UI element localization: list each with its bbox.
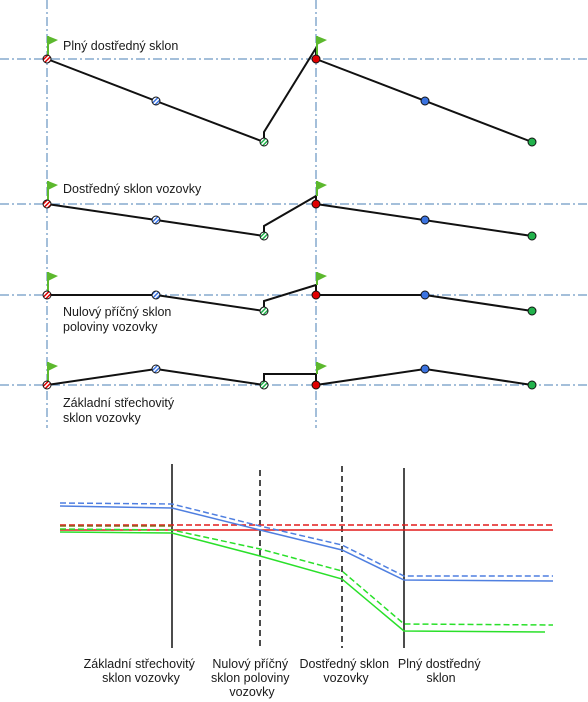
flag-icon (316, 181, 327, 196)
hatched-point-icon (42, 290, 52, 300)
solid-point-icon (527, 380, 537, 390)
flag-icon (316, 272, 327, 285)
solid-point-icon (420, 215, 430, 225)
solid-point-icon (420, 290, 430, 300)
solid-point-icon (420, 364, 430, 374)
solid-point-icon (311, 199, 321, 209)
hatched-point-icon (42, 54, 52, 64)
left-half-profile (46, 367, 317, 387)
flag-icon (316, 362, 327, 374)
green-profile-solid (59, 531, 546, 633)
solid-point-icon (527, 137, 537, 147)
solid-point-icon (527, 231, 537, 241)
stage-label: Základní střechovitý sklon vozovky (84, 657, 199, 685)
hatched-point-icon (42, 199, 52, 209)
hatched-point-icon (42, 380, 52, 390)
hatched-point-icon (151, 364, 161, 374)
hatched-point-icon (151, 96, 161, 106)
section-superelevation: Dostředný sklon vozovky (0, 181, 588, 241)
stage-label: Plný dostředný sklon (398, 657, 484, 685)
section-full-superelevation: Plný dostředný sklon (0, 36, 588, 147)
solid-point-icon (420, 96, 430, 106)
section-label: Základní střechovitý sklon vozovky (63, 396, 178, 425)
left-half-profile (47, 283, 317, 313)
solid-point-icon (311, 54, 321, 64)
hatched-point-icon (259, 380, 269, 390)
section-normal-crown: Základní střechovitý sklon vozovky (0, 362, 588, 425)
blue-profile-dashed (59, 502, 553, 577)
solid-point-icon (311, 290, 321, 300)
hatched-point-icon (259, 137, 269, 147)
section-label: Plný dostředný sklon (63, 39, 178, 53)
hatched-point-icon (259, 231, 269, 241)
hatched-point-icon (151, 215, 161, 225)
section-label: Nulový příčný sklon poloviny vozovky (63, 305, 175, 334)
hatched-point-icon (259, 306, 269, 316)
blue-profile-solid (59, 505, 554, 582)
stage-label: Nulový příčný sklon poloviny vozovky (211, 657, 293, 699)
cross-sections: Plný dostředný sklon Dostředný sklon voz… (0, 0, 588, 428)
solid-point-icon (311, 380, 321, 390)
section-zero-crossfall: Nulový příčný sklon poloviny vozovky (0, 272, 588, 334)
left-half-profile (46, 44, 317, 144)
edge-profile-diagram: Základní střechovitý sklon vozovky Nulov… (59, 464, 554, 699)
solid-point-icon (527, 306, 537, 316)
hatched-point-icon (151, 290, 161, 300)
green-profile-dashed (59, 528, 554, 626)
stage-label: Dostředný sklon vozovky (299, 657, 392, 685)
section-label: Dostředný sklon vozovky (63, 182, 202, 196)
left-half-profile (46, 194, 317, 238)
